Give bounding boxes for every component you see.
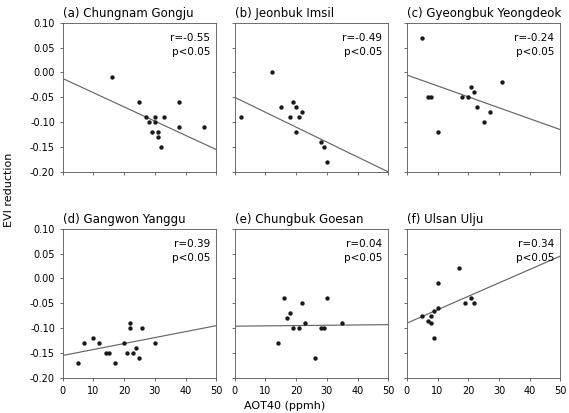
Point bbox=[291, 129, 300, 135]
Point bbox=[126, 325, 135, 332]
Point bbox=[479, 119, 488, 126]
Text: (a) Chungnam Gongju: (a) Chungnam Gongju bbox=[63, 7, 193, 20]
Point bbox=[80, 340, 89, 347]
Point bbox=[424, 94, 433, 101]
Point bbox=[156, 144, 166, 150]
Point bbox=[129, 350, 138, 356]
Point bbox=[132, 345, 141, 351]
Point bbox=[291, 104, 300, 111]
Point bbox=[199, 124, 208, 131]
Point bbox=[427, 320, 436, 327]
Point bbox=[424, 317, 433, 324]
Point bbox=[73, 360, 83, 366]
Text: (b) Jeonbuk Imsil: (b) Jeonbuk Imsil bbox=[234, 7, 334, 20]
Point bbox=[153, 134, 162, 140]
Point bbox=[286, 310, 295, 316]
Point bbox=[273, 340, 282, 347]
Point bbox=[147, 129, 156, 135]
Point bbox=[430, 335, 439, 342]
Point bbox=[110, 360, 119, 366]
Point bbox=[470, 300, 479, 306]
Point bbox=[319, 325, 328, 332]
Point bbox=[464, 94, 473, 101]
Point bbox=[267, 69, 276, 76]
Text: r=0.39
p<0.05: r=0.39 p<0.05 bbox=[172, 239, 210, 263]
Text: r=0.34
p<0.05: r=0.34 p<0.05 bbox=[516, 239, 554, 263]
Point bbox=[430, 307, 439, 314]
Point bbox=[175, 99, 184, 106]
Point bbox=[150, 119, 159, 126]
Point bbox=[286, 114, 295, 121]
Point bbox=[310, 355, 319, 361]
Point bbox=[119, 340, 129, 347]
Point bbox=[497, 79, 506, 86]
Point bbox=[467, 84, 476, 91]
Text: r=-0.49
p<0.05: r=-0.49 p<0.05 bbox=[342, 33, 382, 57]
Text: (f) Ulsan Ulju: (f) Ulsan Ulju bbox=[407, 213, 483, 226]
Point bbox=[150, 114, 159, 121]
Point bbox=[107, 74, 116, 81]
Point bbox=[473, 104, 482, 111]
Text: AOT40 (ppmh): AOT40 (ppmh) bbox=[244, 401, 325, 411]
Point bbox=[418, 312, 427, 319]
Point bbox=[316, 325, 325, 332]
Point bbox=[175, 124, 184, 131]
Point bbox=[135, 355, 144, 361]
Text: (d) Gangwon Yanggu: (d) Gangwon Yanggu bbox=[63, 213, 185, 226]
Point bbox=[295, 325, 304, 332]
Text: (e) Chungbuk Goesan: (e) Chungbuk Goesan bbox=[234, 213, 363, 226]
Point bbox=[295, 114, 304, 121]
Text: r=-0.55
p<0.05: r=-0.55 p<0.05 bbox=[170, 33, 210, 57]
Point bbox=[319, 144, 328, 150]
Point bbox=[467, 295, 476, 301]
Point bbox=[101, 350, 110, 356]
Point bbox=[298, 300, 307, 306]
Point bbox=[159, 114, 168, 121]
Point bbox=[427, 94, 436, 101]
Point bbox=[135, 99, 144, 106]
Point bbox=[427, 312, 436, 319]
Point bbox=[276, 104, 285, 111]
Point bbox=[126, 320, 135, 327]
Text: EVI reduction: EVI reduction bbox=[3, 153, 14, 227]
Point bbox=[282, 315, 291, 321]
Point bbox=[470, 89, 479, 96]
Point bbox=[433, 280, 442, 287]
Point bbox=[153, 129, 162, 135]
Point bbox=[457, 94, 467, 101]
Point bbox=[301, 320, 310, 327]
Point bbox=[138, 325, 147, 332]
Point bbox=[433, 305, 442, 311]
Text: r=-0.24
p<0.05: r=-0.24 p<0.05 bbox=[514, 33, 554, 57]
Point bbox=[144, 119, 153, 126]
Point bbox=[298, 109, 307, 116]
Point bbox=[461, 300, 470, 306]
Point bbox=[95, 340, 104, 347]
Text: r=0.04
p<0.05: r=0.04 p<0.05 bbox=[344, 239, 382, 263]
Point bbox=[89, 335, 98, 342]
Point bbox=[338, 320, 347, 327]
Point bbox=[236, 114, 245, 121]
Point bbox=[316, 139, 325, 145]
Point bbox=[122, 350, 131, 356]
Point bbox=[418, 34, 427, 41]
Point bbox=[141, 114, 150, 121]
Text: (c) Gyeongbuk Yeongdeok: (c) Gyeongbuk Yeongdeok bbox=[407, 7, 561, 20]
Point bbox=[288, 325, 298, 332]
Point bbox=[323, 159, 332, 165]
Point bbox=[150, 340, 159, 347]
Point bbox=[485, 109, 494, 116]
Point bbox=[279, 295, 288, 301]
Point bbox=[288, 99, 298, 106]
Point bbox=[104, 350, 113, 356]
Point bbox=[455, 265, 464, 272]
Point bbox=[433, 129, 442, 135]
Point bbox=[323, 295, 332, 301]
